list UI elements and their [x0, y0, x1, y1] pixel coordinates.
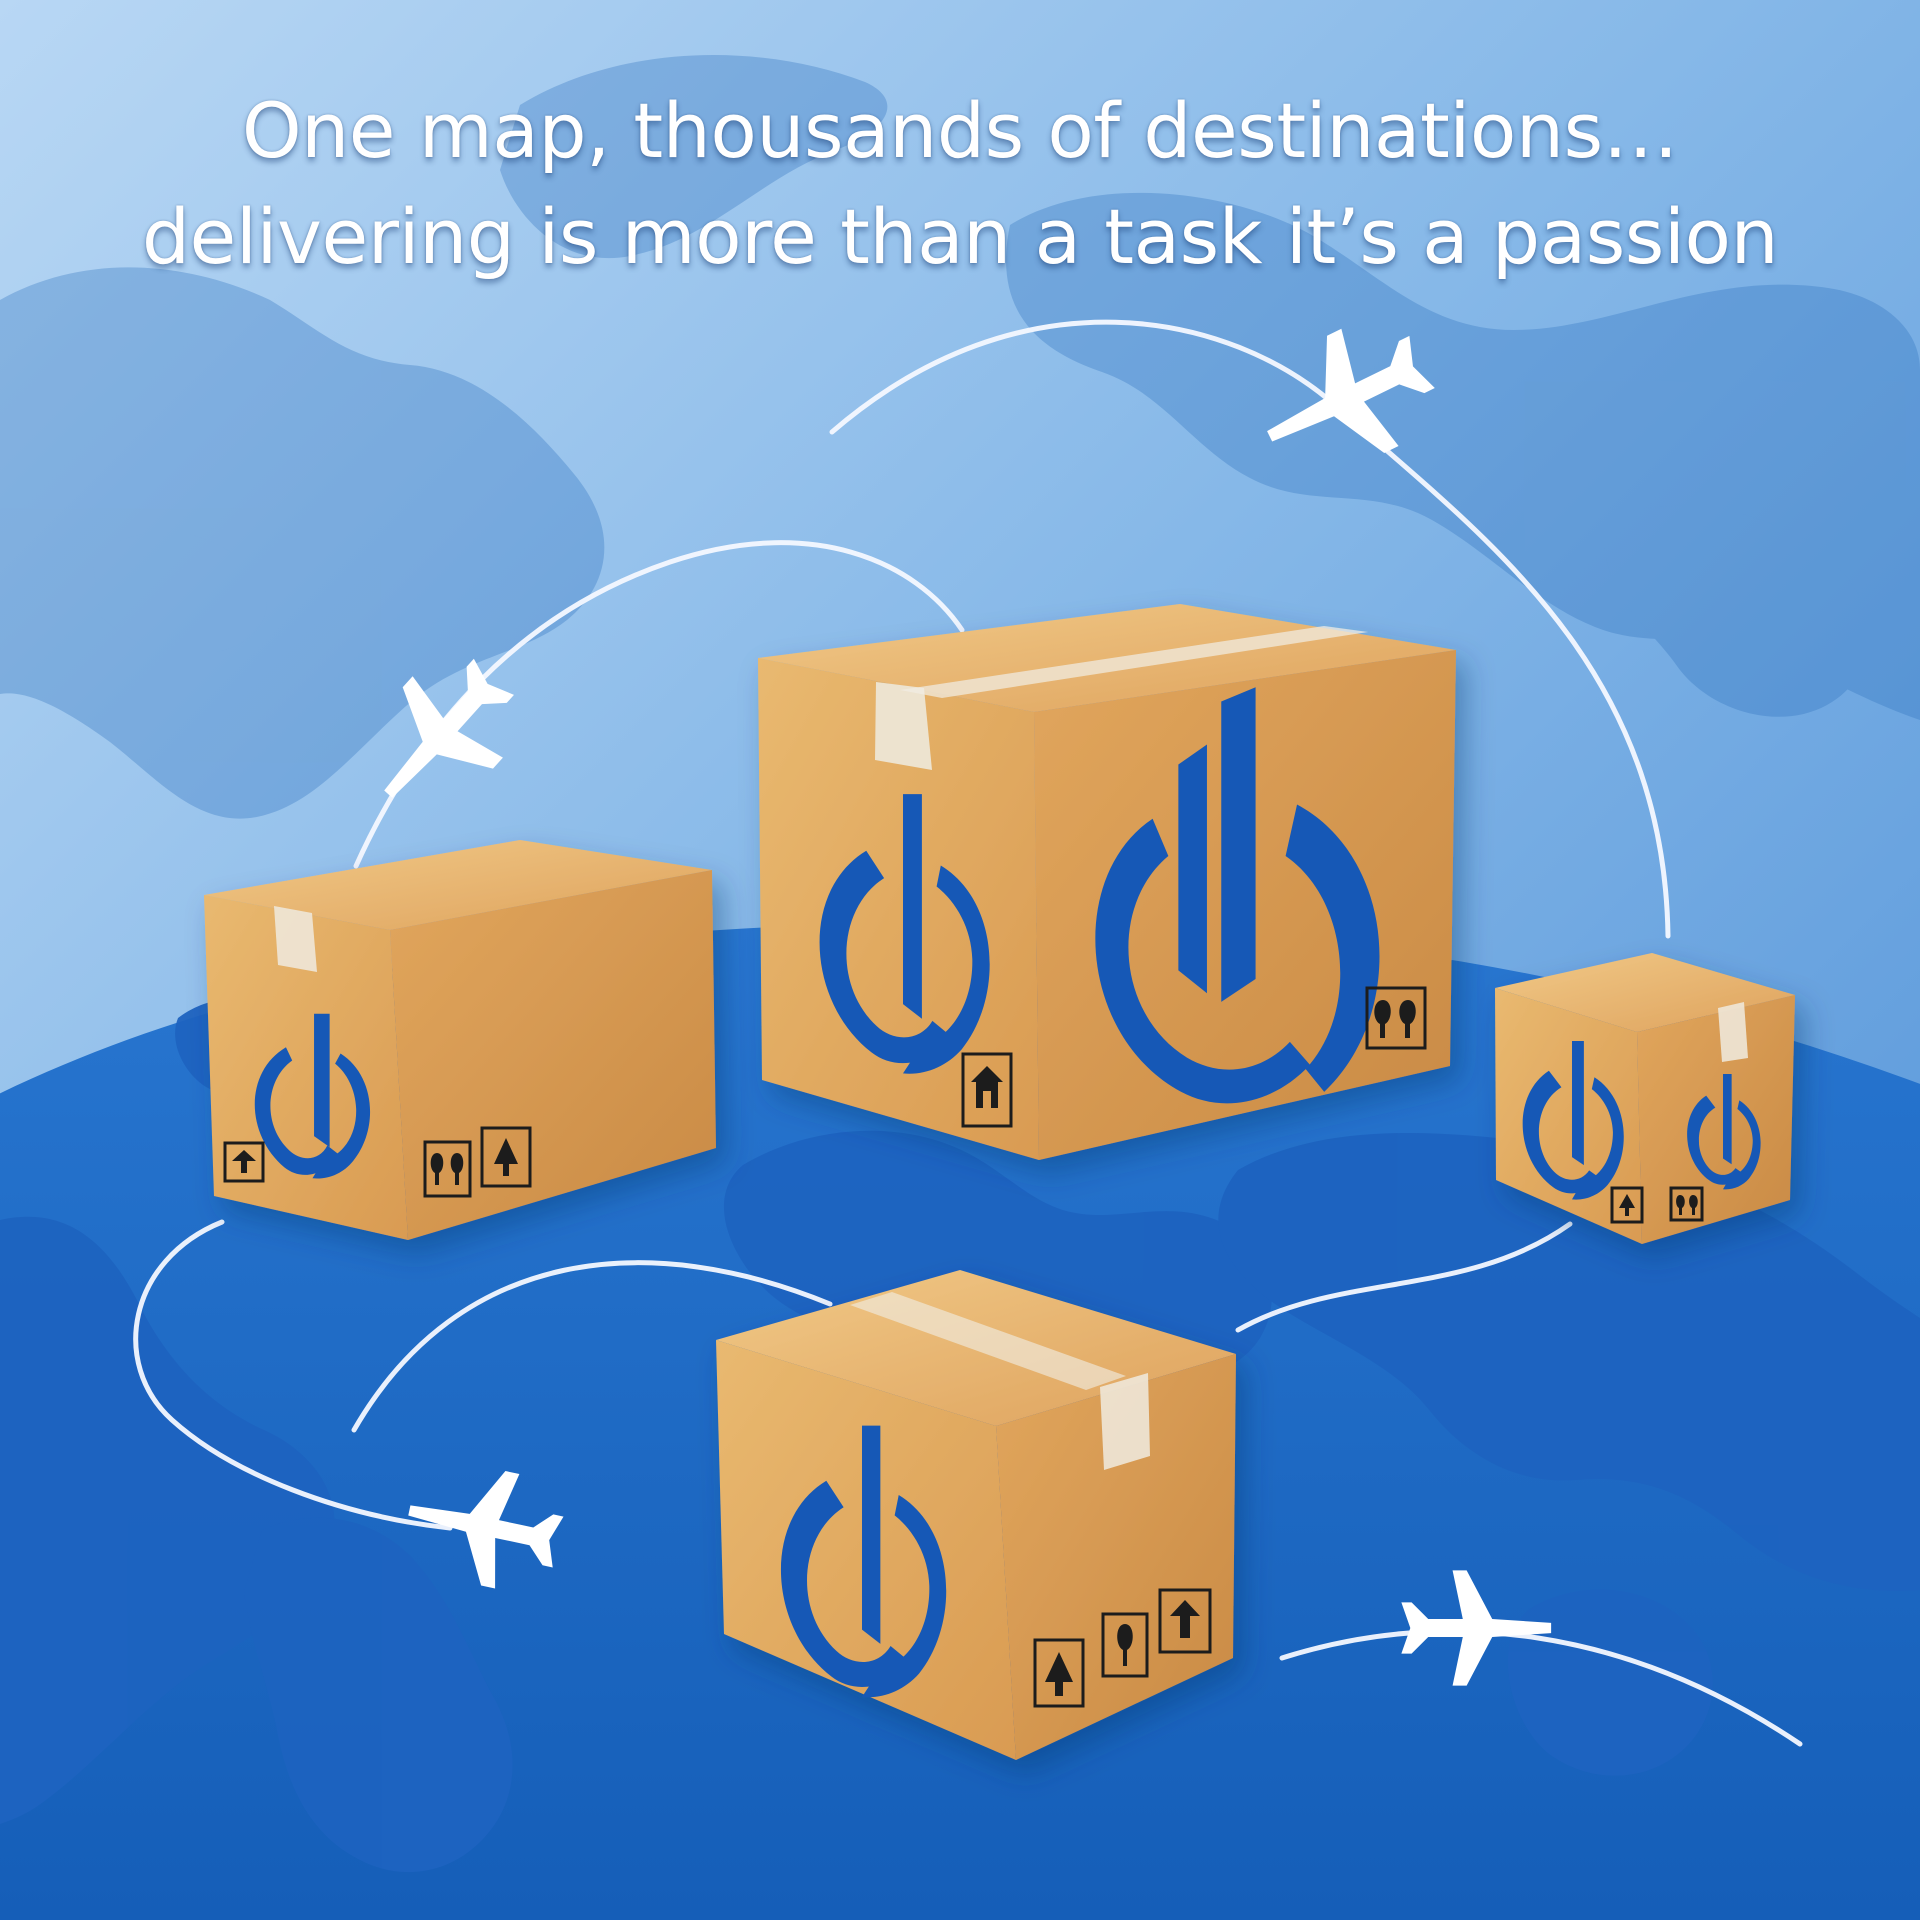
this-way-up-icon	[1158, 1588, 1212, 1654]
company-logo	[1522, 1041, 1624, 1200]
company-logo	[1095, 687, 1380, 1104]
keep-dry-icon	[1610, 1186, 1644, 1224]
airplane-icon	[1401, 1570, 1552, 1686]
company-logo	[780, 1425, 947, 1698]
home-delivery-icon	[961, 1052, 1013, 1128]
company-logo	[1687, 1074, 1761, 1190]
route-arc-south	[1279, 1628, 1803, 1747]
package-box-large-center	[758, 604, 1456, 1160]
headline-line-two: delivering is more than a task it’s a pa…	[141, 192, 1779, 281]
airplane-icon	[408, 1471, 564, 1589]
headline-line-one: One map, thousands of destinations…	[241, 86, 1679, 175]
company-logo	[819, 794, 990, 1074]
keep-dry-icon	[1033, 1638, 1085, 1708]
fragile-icon	[1669, 1186, 1704, 1222]
keep-dry-icon	[480, 1126, 532, 1188]
company-logo	[254, 1013, 371, 1179]
upper-continents	[0, 55, 1920, 819]
fragile-icon	[1101, 1612, 1149, 1678]
package-box-bottom-center	[716, 1270, 1236, 1760]
this-way-up-icon	[223, 1141, 265, 1183]
route-arc-southwest	[133, 1219, 453, 1531]
airplane-icon	[384, 658, 514, 798]
route-arc-east	[1235, 1221, 1573, 1333]
route-arc-center	[351, 1260, 833, 1433]
lower-continents	[0, 999, 1920, 1873]
airplane-icon	[1267, 328, 1435, 454]
fragile-icon	[423, 1140, 472, 1198]
poster-headline: One map, thousands of destinations… deli…	[0, 78, 1920, 290]
package-box-small-right	[1495, 953, 1795, 1244]
package-box-top-left	[204, 840, 716, 1240]
fragile-icon	[1365, 986, 1427, 1050]
